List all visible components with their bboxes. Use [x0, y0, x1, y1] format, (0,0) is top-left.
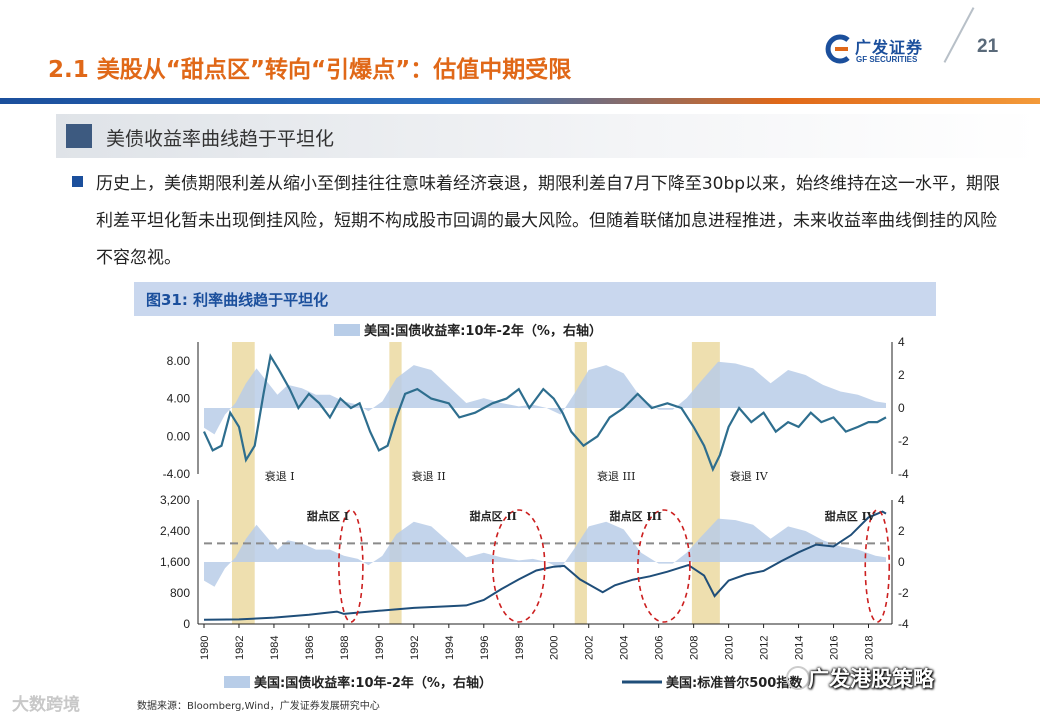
logo-icon — [825, 34, 850, 64]
watermark-right: 广发港股策略 — [808, 667, 934, 691]
y-left-tick-top: -4.00 — [163, 467, 191, 481]
recession-label: 衰退 I — [265, 469, 295, 483]
y-right-tick-top: 4 — [898, 335, 905, 349]
sp500-line — [203, 510, 887, 621]
page-title: 2.1 美股从“甜点区”转向“引爆点”：估值中期受限 — [48, 57, 572, 83]
x-tick-label: 1990 — [374, 636, 386, 660]
section-title: 美债收益率曲线趋于平坦化 — [106, 128, 335, 150]
wechat-icon — [786, 666, 810, 690]
x-tick-label: 2004 — [619, 636, 631, 660]
header-divider — [943, 7, 975, 63]
x-tick-label: 2000 — [549, 636, 561, 660]
x-tick-label: 2002 — [584, 636, 596, 660]
yield-line-top — [203, 353, 887, 473]
legend-label-area: 美国:国债收益率:10年-2年（%，右轴） — [254, 675, 492, 691]
legend-label-top: 美国:国债收益率:10年-2年（%，右轴） — [364, 323, 602, 339]
y-right-tick-top: -4 — [898, 467, 909, 481]
x-tick-label: 2018 — [864, 636, 876, 660]
sweet-spot-ellipse — [637, 509, 691, 623]
figure-source: 数据来源：Bloomberg,Wind，广发证券发展研究中心 — [137, 701, 380, 712]
y-right-tick-bottom: 4 — [898, 493, 905, 507]
x-tick-label: 1992 — [409, 636, 421, 660]
sweet-spot-ellipse — [864, 509, 891, 623]
logo-text-cn: 广发证券 — [855, 38, 924, 57]
sweet-spot-ellipse — [491, 509, 546, 623]
spread-area-top — [204, 361, 886, 435]
x-tick-label: 1988 — [339, 636, 351, 660]
x-tick-label: 2006 — [654, 636, 666, 660]
y-right-tick-top: 0 — [898, 401, 905, 415]
sweet-spot-label: 甜点区 II — [470, 509, 517, 523]
y-left-tick-bottom: 800 — [170, 586, 190, 600]
x-tick-label: 2012 — [759, 636, 771, 660]
gf-securities-logo: 广发证券 GF SECURITIES — [822, 34, 942, 68]
x-tick-label: 2008 — [689, 636, 701, 660]
spread-area-bottom — [204, 518, 886, 587]
bottom-panel: 甜点区 I 甜点区 II 甜点区 III 甜点区 IV 3,200 2,400 1,600 8… — [160, 493, 909, 691]
y-left-tick-top: 4.00 — [167, 392, 191, 406]
y-left-tick-top: 8.00 — [167, 354, 191, 368]
legend-swatch-area-top — [334, 324, 360, 336]
recession-label: 衰退 II — [412, 469, 446, 483]
x-tick-label: 1984 — [269, 636, 281, 660]
sweet-spot-label: 甜点区 I — [307, 509, 349, 523]
x-tick-label: 1982 — [234, 636, 246, 660]
y-left-tick-bottom: 0 — [183, 617, 190, 631]
figure-title: 图31: 利率曲线趋于平坦化 — [146, 291, 329, 309]
y-left-tick-bottom: 3,200 — [160, 493, 190, 507]
section-band — [56, 114, 1040, 158]
x-tick-label: 1986 — [304, 636, 316, 660]
body-paragraph: 历史上，美债期限利差从缩小至倒挂往往意味着经济衰退，期限利差自7月下降至30bp… — [96, 174, 1001, 268]
x-tick-label: 2014 — [794, 636, 806, 660]
x-tick-label: 1996 — [479, 636, 491, 660]
sweet-spot-ellipse — [338, 509, 364, 623]
x-tick-label: 2016 — [829, 636, 841, 660]
watermark-left: 大数跨境 — [12, 695, 80, 715]
figure-header — [134, 282, 936, 316]
y-right-tick-bottom: 0 — [898, 555, 905, 569]
x-tick-label: 1994 — [444, 636, 456, 660]
header-rule — [0, 98, 1040, 104]
page-number: 21 — [977, 36, 999, 57]
sweet-spot-label: 甜点区 IV — [825, 509, 876, 523]
y-right-tick-top: 2 — [898, 368, 905, 382]
yield-curve-chart: 美国:国债收益率:10年-2年（%，右轴） 8.00 4.00 0.00 -4.00 4 2… — [134, 318, 934, 694]
legend-swatch-area — [224, 676, 250, 688]
x-tick-label: 1980 — [199, 636, 211, 660]
y-right-tick-bottom: 2 — [898, 524, 905, 538]
section-marker-icon — [66, 124, 92, 148]
y-left-tick-bottom: 2,400 — [160, 524, 190, 538]
y-right-tick-top: -2 — [898, 434, 909, 448]
sweet-spot-label: 甜点区 III — [610, 509, 662, 523]
y-right-tick-bottom: -2 — [898, 586, 909, 600]
bullet-icon — [72, 176, 83, 187]
legend-label-line: 美国:标准普尔500指数 — [666, 675, 803, 691]
y-left-tick-top: 0.00 — [167, 429, 191, 443]
x-tick-label: 2010 — [724, 636, 736, 660]
logo-text-en: GF SECURITIES — [856, 55, 918, 64]
recession-label: 衰退 III — [597, 469, 636, 483]
recession-label: 衰退 IV — [730, 469, 769, 483]
x-tick-label: 1998 — [514, 636, 526, 660]
y-right-tick-bottom: -4 — [898, 617, 909, 631]
y-left-tick-bottom: 1,600 — [160, 555, 190, 569]
